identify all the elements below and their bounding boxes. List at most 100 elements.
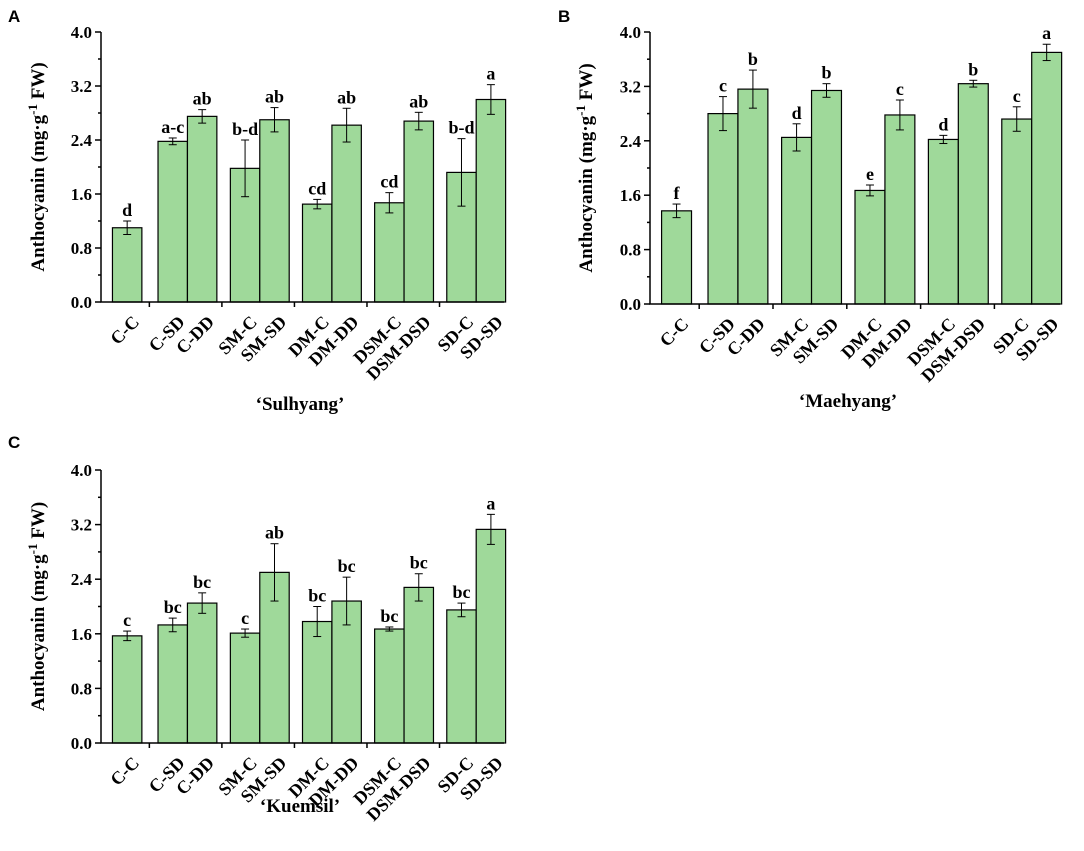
panel-letter: A — [8, 7, 20, 26]
error-bar — [198, 592, 207, 614]
bar-dm-dd — [331, 124, 362, 303]
significance-label: c — [719, 76, 727, 96]
bar-dm-c — [854, 189, 886, 305]
bar-sm-c — [781, 136, 813, 305]
bar-sd-sd — [1031, 51, 1063, 305]
error-bar — [865, 184, 874, 197]
bar-c-c — [660, 210, 693, 305]
y-tick-label: 1.6 — [71, 185, 92, 204]
error-bar — [385, 626, 394, 632]
error-bar — [342, 107, 351, 143]
y-tick-label: 2.4 — [620, 132, 642, 151]
error-bar — [895, 99, 904, 131]
y-tick-label: 4.0 — [71, 461, 92, 480]
y-tick-label: 3.2 — [620, 77, 641, 96]
bar-c-sd — [157, 624, 189, 744]
significance-label: b-d — [232, 119, 258, 139]
significance-label: bc — [380, 606, 398, 626]
significance-label: a-c — [161, 117, 184, 137]
bar-sm-sd — [810, 89, 843, 305]
x-tick-label: C-C — [106, 753, 143, 790]
error-bar — [672, 203, 681, 219]
y-tick-label: 0.8 — [71, 239, 92, 258]
significance-label: bc — [193, 572, 211, 592]
y-tick-label: 4.0 — [71, 23, 92, 42]
bar-sd-c — [1001, 118, 1033, 305]
significance-label: c — [896, 79, 904, 99]
bar-dsm-c — [374, 628, 405, 744]
bar-c-c — [111, 635, 143, 744]
significance-label: e — [866, 164, 874, 184]
significance-label: ab — [265, 87, 284, 107]
significance-label: ab — [193, 89, 212, 109]
y-axis-title: Anthocyanin (mg·g-1 FW) — [25, 502, 49, 711]
error-bar — [241, 628, 250, 638]
error-bar — [414, 111, 423, 131]
y-tick-label: 2.4 — [71, 131, 93, 150]
bar-sd-sd — [475, 528, 507, 744]
error-bar — [486, 513, 495, 545]
significance-label: a — [1042, 23, 1051, 43]
error-bar — [270, 107, 279, 133]
y-tick-label: 1.6 — [620, 186, 641, 205]
error-bar — [718, 96, 727, 132]
x-tick-label: C-C — [656, 314, 693, 351]
panel-letter: C — [8, 433, 20, 452]
error-bar — [414, 573, 423, 602]
bar-dsm-c — [927, 138, 959, 305]
bar-sm-c — [229, 632, 261, 744]
panel-letter: B — [558, 7, 570, 26]
error-bar — [168, 137, 177, 146]
error-bar — [241, 139, 250, 198]
bar-sd-sd — [475, 98, 507, 303]
cultivar-label: ‘Maehyang’ — [799, 391, 897, 412]
bar-dm-c — [301, 620, 333, 744]
y-tick-label: 0.8 — [620, 241, 641, 260]
error-bar — [385, 192, 394, 214]
significance-label: b — [821, 63, 831, 83]
error-bar — [486, 84, 495, 115]
bar-dsm-c — [374, 202, 405, 303]
significance-label: d — [122, 200, 132, 220]
bar-c-dd — [186, 602, 218, 744]
bar-c-sd — [707, 112, 739, 305]
error-bar — [792, 123, 801, 152]
bar-dsm-dsd — [403, 586, 435, 744]
error-bar — [168, 617, 177, 633]
significance-label: c — [241, 608, 249, 628]
significance-label: cd — [380, 172, 398, 192]
error-bar — [198, 109, 207, 124]
significance-label: f — [674, 183, 681, 203]
error-bar — [969, 79, 978, 88]
y-tick-label: 1.6 — [71, 625, 92, 644]
significance-label: bc — [164, 597, 182, 617]
significance-label: ab — [409, 91, 428, 111]
error-bar — [822, 83, 831, 98]
bar-c-c — [111, 227, 143, 303]
y-tick-label: 0.0 — [620, 295, 641, 314]
bar-c-dd — [737, 88, 769, 305]
x-tick-label: C-C — [106, 312, 143, 349]
error-bar — [457, 138, 466, 207]
significance-label: bc — [338, 556, 356, 576]
bar-c-dd — [186, 115, 218, 303]
significance-label: b — [968, 59, 978, 79]
bar-dsm-dsd — [957, 83, 989, 305]
error-bar — [123, 220, 132, 235]
cultivar-label: ‘Sulhyang’ — [256, 394, 345, 415]
y-tick-label: 3.2 — [71, 516, 92, 535]
bar-dm-dd — [884, 114, 916, 305]
bar-c-sd — [157, 140, 189, 303]
panel-b: BfC-CcC-SDbC-DDdSM-CbSM-SDeDM-CcDM-DDdDS… — [558, 7, 1063, 412]
significance-label: a — [486, 64, 495, 84]
y-tick-label: 0.0 — [71, 734, 92, 753]
error-bar — [1042, 43, 1051, 62]
error-bar — [457, 602, 466, 618]
y-tick-label: 3.2 — [71, 77, 92, 96]
error-bar — [342, 576, 351, 626]
panel-a: AdC-Ca-cC-SDabC-DDb-dSM-CabSM-SDcdDM-Cab… — [8, 7, 507, 415]
significance-label: bc — [308, 586, 326, 606]
y-tick-label: 2.4 — [71, 570, 93, 589]
significance-label: c — [123, 610, 131, 630]
